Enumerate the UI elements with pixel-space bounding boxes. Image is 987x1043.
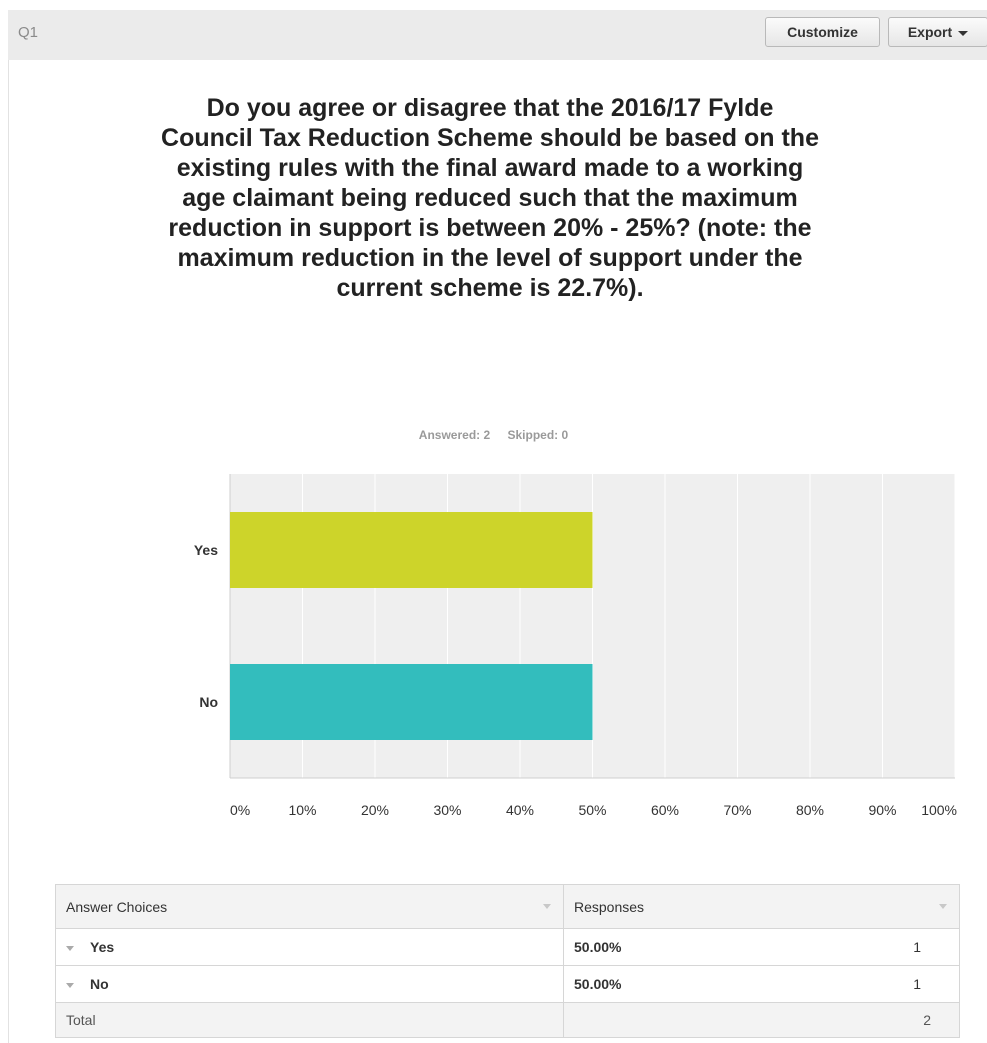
answer-choice-label: Yes xyxy=(90,939,115,955)
total-label: Total xyxy=(55,1002,564,1038)
responses-header-label: Responses xyxy=(574,898,645,915)
caret-down-icon xyxy=(958,30,969,36)
total-cell: 2 xyxy=(563,1002,960,1038)
response-cell: 50.00% 1 xyxy=(563,965,960,1003)
answer-choices-header-label: Answer Choices xyxy=(66,898,168,915)
question-title: Do you agree or disagree that the 2016/1… xyxy=(161,94,819,302)
x-tick-label: 60% xyxy=(651,802,679,818)
bar-yes xyxy=(230,512,593,588)
response-percent: 50.00% xyxy=(574,976,622,992)
responses-header[interactable]: Responses xyxy=(563,884,960,929)
customize-button[interactable]: Customize xyxy=(765,17,880,47)
export-button[interactable]: Export xyxy=(888,17,987,47)
panel-border xyxy=(8,60,9,1043)
answer-choice-cell: No xyxy=(55,965,564,1003)
answer-choice-cell: Yes xyxy=(55,928,564,966)
x-tick-label: 20% xyxy=(361,802,389,818)
x-tick-label: 70% xyxy=(723,802,751,818)
answer-choices-header[interactable]: Answer Choices xyxy=(55,884,564,929)
x-tick-label: 10% xyxy=(288,802,316,818)
x-tick-label: 90% xyxy=(868,802,896,818)
bar-no xyxy=(230,664,593,740)
question-header-bar: Q1 Customize Export xyxy=(8,10,987,60)
x-tick-label: 30% xyxy=(433,802,461,818)
x-tick-label: 80% xyxy=(796,802,824,818)
answer-table: Answer Choices Responses Yes 50.00% 1 xyxy=(55,884,960,1038)
table-row: No 50.00% 1 xyxy=(55,965,960,1003)
response-count: 1 xyxy=(913,976,921,992)
sort-caret-icon[interactable] xyxy=(543,904,551,909)
category-label: No xyxy=(199,694,218,710)
answer-choice-label: No xyxy=(90,976,109,992)
expand-caret-icon[interactable] xyxy=(66,982,74,988)
x-tick-label: 100% xyxy=(921,802,957,818)
question-number: Q1 xyxy=(18,24,39,41)
x-tick-label: 40% xyxy=(506,802,534,818)
export-button-label: Export xyxy=(907,24,953,40)
category-label: Yes xyxy=(194,542,218,558)
table-row: Yes 50.00% 1 xyxy=(55,928,960,966)
table-total-row: Total 2 xyxy=(55,1002,960,1038)
response-bar-chart: Yes No 0% 10% 20% 30% 40% 50% 60% 70% 80% 90% 100% xyxy=(194,474,957,818)
answered-count: Answered: 2 xyxy=(418,428,491,442)
response-cell: 50.00% 1 xyxy=(563,928,960,966)
total-count: 2 xyxy=(923,1012,931,1028)
expand-caret-icon[interactable] xyxy=(66,945,74,951)
sort-caret-icon[interactable] xyxy=(939,904,947,909)
response-count: 1 xyxy=(913,939,921,955)
x-tick-label: 0% xyxy=(230,802,250,818)
x-tick-label: 50% xyxy=(578,802,606,818)
response-stats: Answered: 2 Skipped: 0 xyxy=(0,428,987,442)
skipped-count: Skipped: 0 xyxy=(507,428,569,442)
response-percent: 50.00% xyxy=(574,939,622,955)
